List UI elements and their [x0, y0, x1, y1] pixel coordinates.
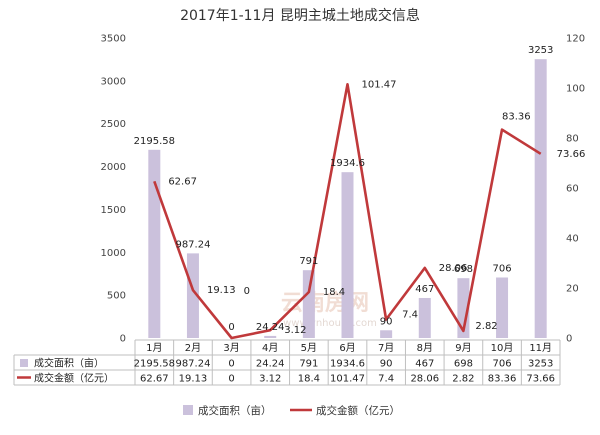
- table-cell: 706: [492, 359, 511, 370]
- table-cell: 18.4: [298, 374, 320, 385]
- table-cell: 28.06: [410, 374, 439, 385]
- bar: [264, 336, 276, 338]
- line-data-label: 3.12: [284, 325, 306, 336]
- table-cell: 7.4: [378, 374, 394, 385]
- category-label: 7月: [378, 342, 394, 354]
- left-tick-label: 500: [107, 291, 126, 302]
- right-tick-label: 120: [566, 34, 585, 45]
- table-cell: 2.82: [452, 374, 474, 385]
- table-bar-key: [20, 359, 28, 367]
- right-tick-label: 20: [566, 284, 579, 295]
- category-label: 6月: [339, 342, 355, 354]
- right-tick-label: 60: [566, 184, 579, 195]
- left-tick-label: 3500: [101, 34, 126, 45]
- bar: [380, 330, 392, 338]
- table-cell: 791: [299, 359, 318, 370]
- table-cell: 83.36: [488, 374, 517, 385]
- bar-data-label: 0: [228, 322, 234, 333]
- table-cell: 987.24: [175, 359, 210, 370]
- bar-data-label: 706: [492, 263, 511, 274]
- category-label: 1月: [146, 342, 162, 354]
- line-data-label: 62.67: [168, 176, 197, 187]
- line-data-label: 101.47: [362, 79, 397, 90]
- table-cell: 0: [228, 374, 234, 385]
- table-cell: 24.24: [256, 359, 285, 370]
- table-cell: 0: [228, 359, 234, 370]
- table-cell: 101.47: [330, 374, 365, 385]
- bar-data-label: 3253: [528, 45, 553, 56]
- table-cell: 3.12: [259, 374, 281, 385]
- line-data-labels: 62.67 19.13 0 3.12 18.4 101.47 7.4 28.06 2.82 83.…: [168, 79, 585, 336]
- chart-title: 2017年1-11月 昆明主城土地成交信息: [180, 7, 420, 24]
- table-cell: 1934.6: [330, 359, 365, 370]
- left-tick-label: 1500: [101, 205, 126, 216]
- line-data-label: 7.4: [402, 310, 418, 321]
- left-axis: 0 500 1000 1500 2000 2500 3000 3500: [101, 34, 126, 345]
- table-cell: 19.13: [179, 374, 208, 385]
- table-cell: 698: [454, 359, 473, 370]
- bar-data-label: 467: [415, 284, 434, 295]
- right-axis: 0 20 40 60 80 100 120: [566, 34, 585, 345]
- legend-item: 成交面积（亩）: [198, 404, 272, 417]
- legend-bar-key: [183, 405, 193, 415]
- category-label: 9月: [455, 342, 471, 354]
- bar: [535, 59, 547, 338]
- bar-data-label: 791: [299, 256, 318, 267]
- table-cell: 73.66: [526, 374, 555, 385]
- bar: [342, 172, 354, 338]
- category-label: 11月: [529, 342, 552, 354]
- bar-data-label: 1934.6: [330, 158, 365, 169]
- line-data-label: 73.66: [557, 149, 586, 160]
- bar: [148, 150, 160, 338]
- line-data-label: 19.13: [207, 285, 236, 296]
- bar-data-label: 987.24: [175, 239, 210, 250]
- table-cell: 467: [415, 359, 434, 370]
- legend: 成交面积（亩） 成交金额（亿元）: [183, 404, 400, 417]
- category-label: 2月: [185, 342, 201, 354]
- right-tick-label: 100: [566, 84, 585, 95]
- left-tick-label: 2500: [101, 119, 126, 130]
- right-tick-label: 40: [566, 234, 579, 245]
- line-data-label: 83.36: [502, 112, 531, 123]
- category-label: 4月: [262, 342, 278, 354]
- bar-data-label: 2195.58: [134, 136, 175, 147]
- table-cell: 3253: [528, 359, 553, 370]
- table-cell: 90: [380, 359, 393, 370]
- category-label: 10月: [491, 342, 514, 354]
- category-label: 5月: [301, 342, 317, 354]
- line-data-label: 18.4: [323, 287, 345, 298]
- right-tick-label: 0: [566, 334, 572, 345]
- bar-data-label: 24.24: [256, 322, 285, 333]
- bar: [496, 277, 508, 338]
- left-tick-label: 3000: [101, 76, 126, 87]
- right-tick-label: 80: [566, 134, 579, 145]
- left-tick-label: 1000: [101, 248, 126, 259]
- left-tick-label: 2000: [101, 162, 126, 173]
- table-cell: 62.67: [140, 374, 169, 385]
- table-row-header: 成交金额（亿元）: [34, 372, 114, 385]
- line-data-label: 0: [244, 286, 250, 297]
- table-row-header: 成交面积（亩）: [34, 357, 104, 370]
- line-data-label: 28.06: [439, 263, 468, 274]
- bar: [419, 298, 431, 338]
- bar-data-label: 90: [380, 316, 393, 327]
- legend-item: 成交金额（亿元）: [316, 404, 400, 417]
- left-tick-label: 0: [120, 334, 126, 345]
- line-data-label: 2.82: [475, 321, 497, 332]
- table-cell: 2195.58: [134, 359, 175, 370]
- category-label: 8月: [417, 342, 433, 354]
- category-label: 3月: [223, 342, 239, 354]
